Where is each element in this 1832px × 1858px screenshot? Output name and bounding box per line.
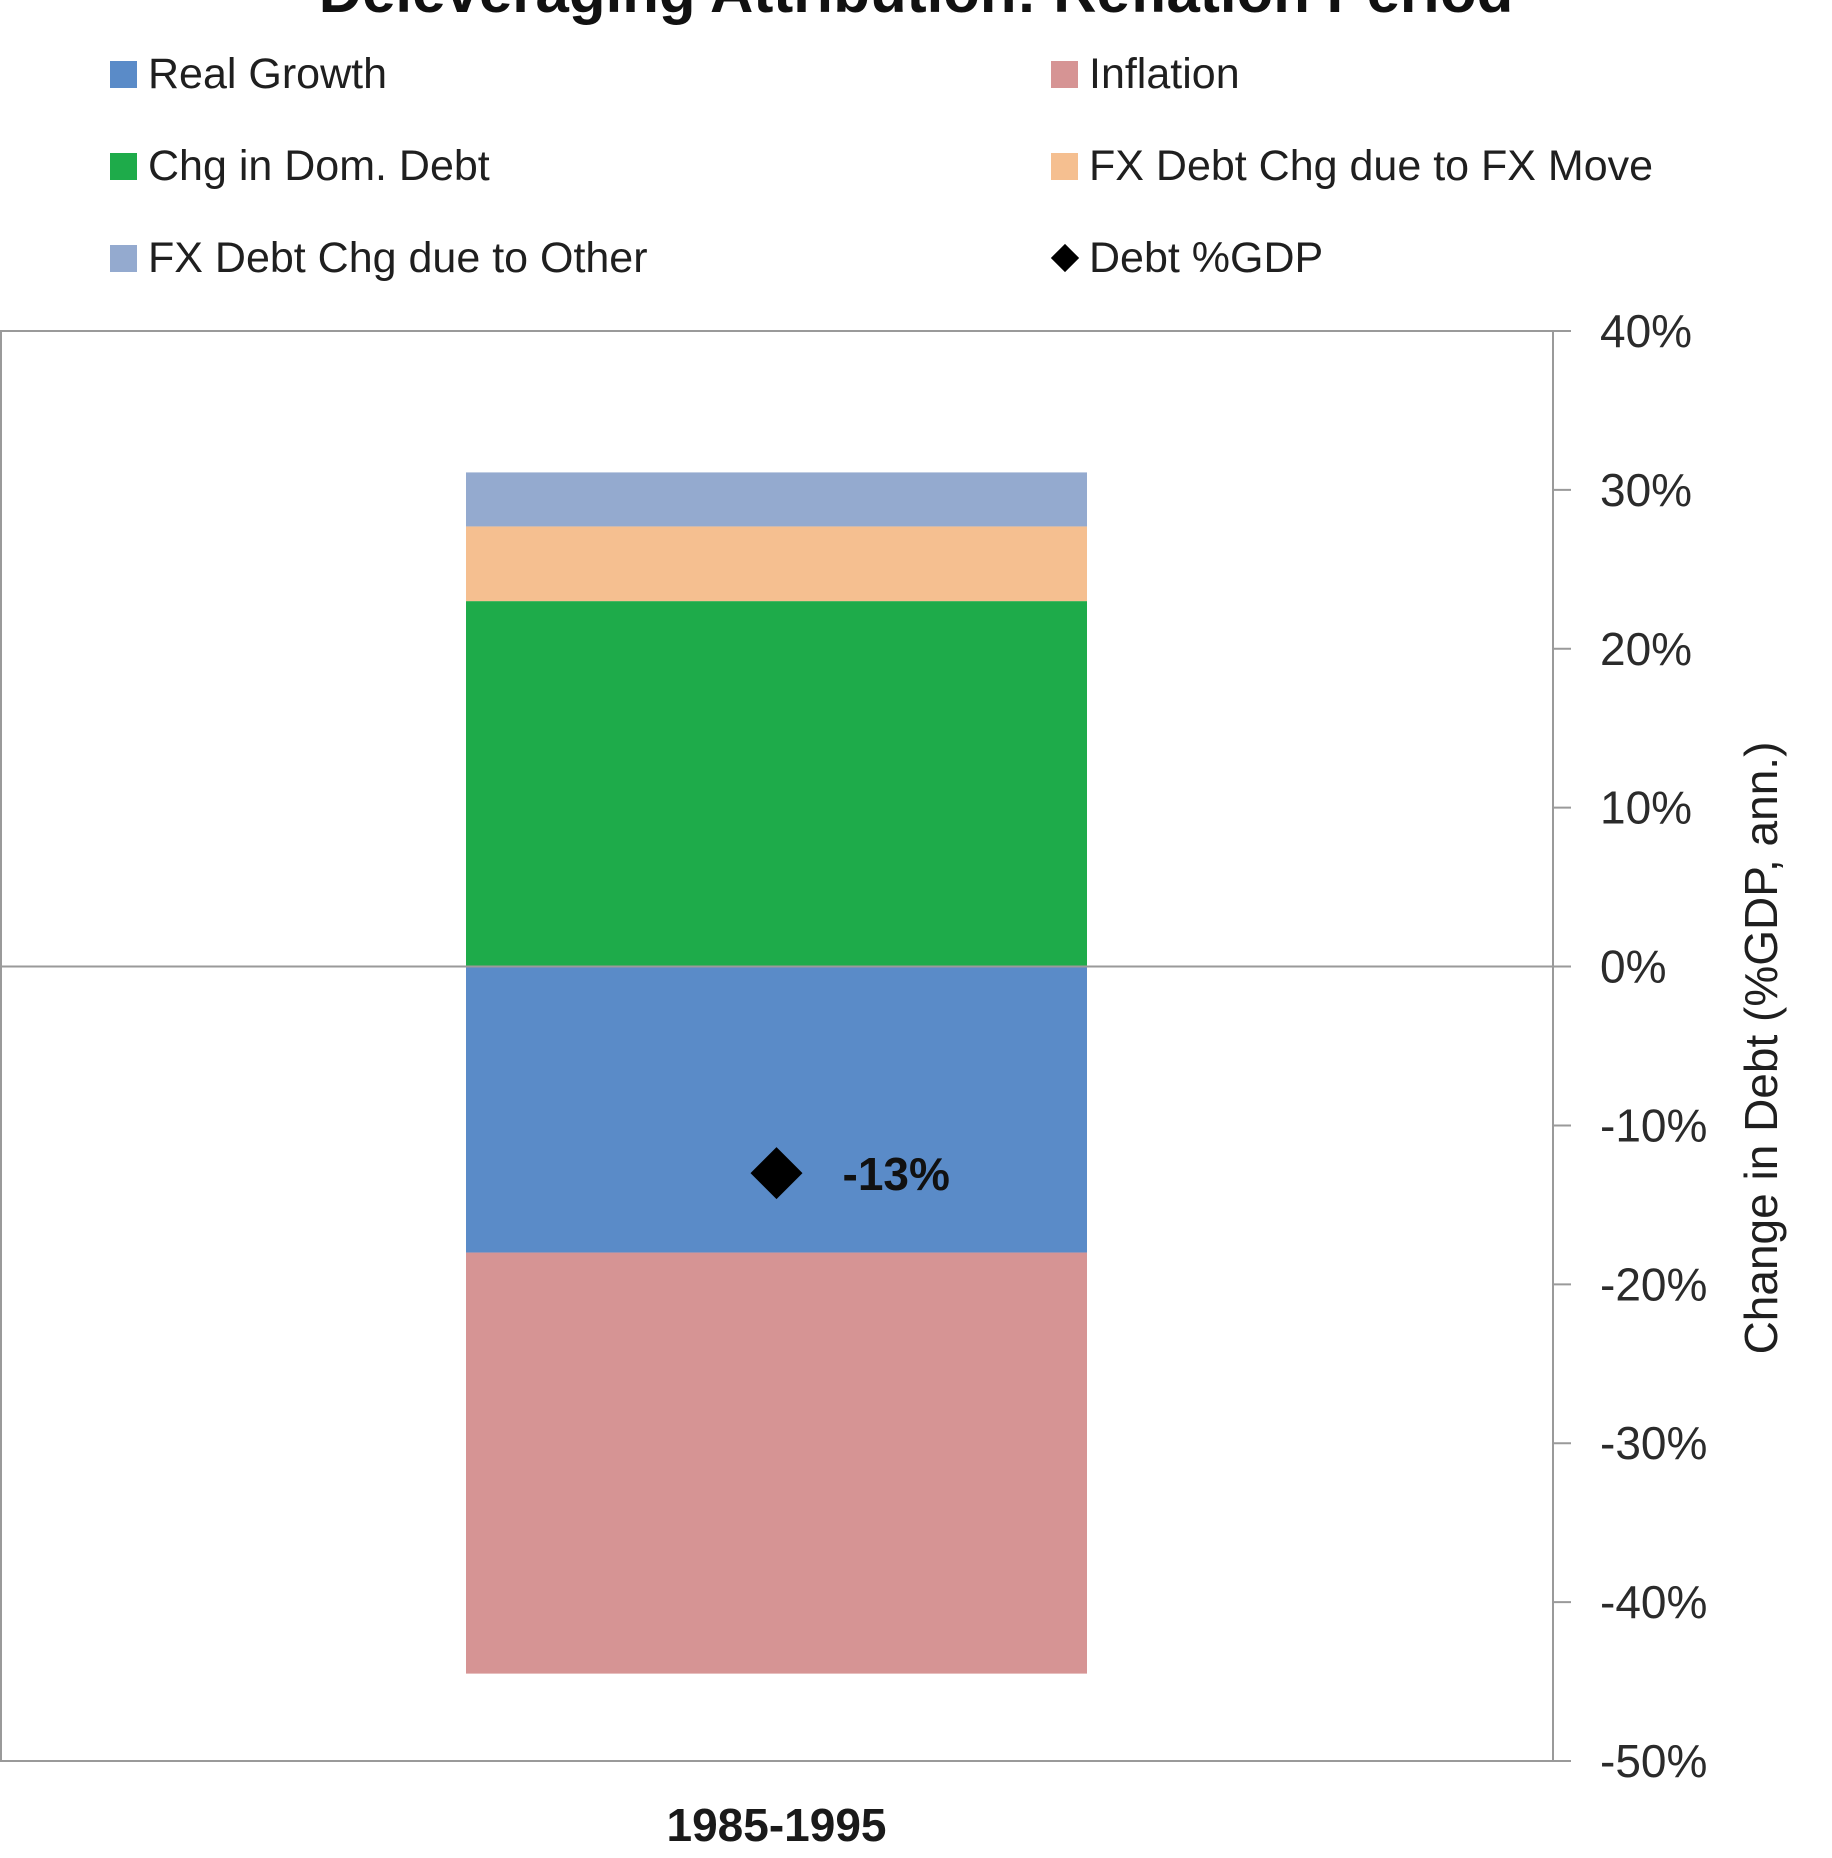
y-tick-label: -40% bbox=[1600, 1576, 1707, 1628]
legend-swatch-fx-debt-chg-due-to-fx-move bbox=[1051, 153, 1078, 180]
y-tick-label: -50% bbox=[1600, 1735, 1707, 1787]
bar-segment-real-growth bbox=[466, 966, 1087, 1253]
y-tick-label: 40% bbox=[1600, 305, 1692, 357]
bar-segment-fx-debt-chg-due-to-fx-move bbox=[466, 526, 1087, 602]
legend-swatch-fx-debt-chg-due-to-other bbox=[110, 245, 137, 272]
legend-item-real-growth: Real Growth bbox=[148, 50, 387, 98]
x-category-label: 1985-1995 bbox=[667, 1799, 887, 1851]
legend-item-fx-debt-chg-due-to-other: FX Debt Chg due to Other bbox=[148, 234, 648, 282]
debt-gdp-data-label: -13% bbox=[843, 1148, 950, 1200]
legend-swatch-inflation bbox=[1051, 61, 1078, 88]
y-tick-label: -10% bbox=[1600, 1099, 1707, 1151]
y-tick-label: 10% bbox=[1600, 782, 1692, 834]
legend-item-chg-in-dom-debt: Chg in Dom. Debt bbox=[148, 142, 490, 190]
y-tick-label: 20% bbox=[1600, 623, 1692, 675]
legend-item-debt-gdp: Debt %GDP bbox=[1089, 234, 1324, 282]
bar-segment-chg-in-dom-debt bbox=[466, 601, 1087, 967]
legend-item-fx-debt-chg-due-to-fx-move: FX Debt Chg due to FX Move bbox=[1089, 142, 1654, 190]
y-tick-label: -30% bbox=[1600, 1417, 1707, 1469]
legend-item-inflation: Inflation bbox=[1089, 50, 1240, 98]
plot-frame bbox=[0, 330, 1554, 1762]
y-axis-title: Change in Debt (%GDP, ann.) bbox=[1735, 742, 1787, 1355]
debt-gdp-marker bbox=[750, 1147, 803, 1200]
y-tick-label: 0% bbox=[1600, 941, 1666, 993]
chart-title: Deleveraging Attribution: Reflation Peri… bbox=[0, 0, 1832, 22]
y-tick-label: -20% bbox=[1600, 1258, 1707, 1310]
bar-segment-inflation bbox=[466, 1252, 1087, 1674]
bar-segment-fx-debt-chg-due-to-other bbox=[466, 472, 1087, 527]
legend-swatch-chg-in-dom-debt bbox=[110, 153, 137, 180]
y-tick-label: 30% bbox=[1600, 464, 1692, 516]
legend-swatch-real-growth bbox=[110, 61, 137, 88]
legend-diamond-icon bbox=[1050, 243, 1080, 273]
